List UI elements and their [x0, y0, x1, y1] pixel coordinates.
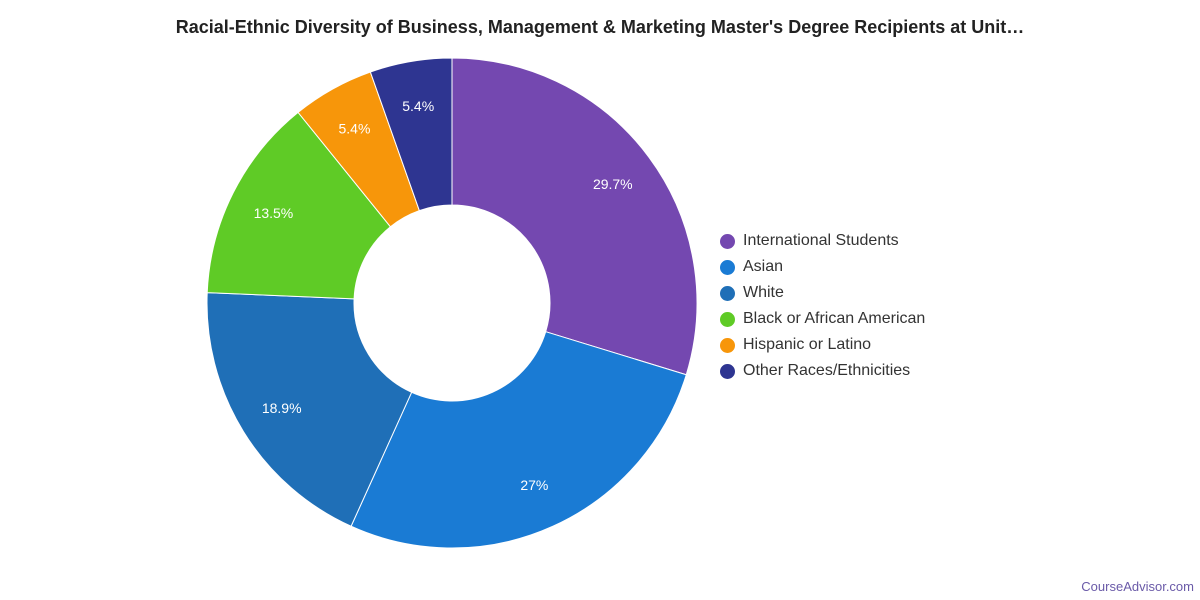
slice-1[interactable]	[350, 331, 687, 549]
legend-item-2[interactable]: White	[720, 280, 925, 306]
legend-swatch-icon	[720, 233, 735, 249]
brand-watermark[interactable]: CourseAdvisor.com	[1081, 579, 1194, 594]
legend-label: Black or African American	[743, 310, 926, 327]
legend-item-4[interactable]: Hispanic or Latino	[720, 332, 925, 358]
chart-title: Racial-Ethnic Diversity of Business, Man…	[175, 17, 1025, 37]
chart-legend: International Students Asian White Black or…	[720, 228, 925, 384]
legend-swatch-icon	[720, 337, 735, 353]
slice-label-0: 29.7%	[593, 176, 633, 192]
legend-label: White	[743, 284, 784, 301]
slice-label-2: 18.9%	[262, 400, 302, 416]
slice-label-3: 13.5%	[254, 205, 294, 221]
legend-swatch-icon	[720, 259, 735, 275]
legend-swatch-icon	[720, 363, 735, 379]
legend-swatch-icon	[720, 285, 735, 301]
slice-label-5: 5.4%	[402, 98, 434, 114]
legend-label: Asian	[743, 258, 784, 275]
slice-3[interactable]	[206, 111, 392, 300]
legend-label: Hispanic or Latino	[743, 336, 872, 353]
legend-swatch-icon	[720, 311, 735, 327]
legend-item-3[interactable]: Black or African American	[720, 306, 925, 332]
legend-item-1[interactable]: Asian	[720, 254, 925, 280]
slice-label-4: 5.4%	[339, 120, 371, 136]
slice-5[interactable]	[369, 57, 453, 212]
legend-item-5[interactable]: Other Races/Ethnicities	[720, 358, 925, 384]
slice-label-1: 27%	[520, 477, 548, 493]
legend-label: International Students	[743, 232, 899, 249]
slice-2[interactable]	[206, 292, 413, 527]
slice-0[interactable]	[451, 57, 698, 376]
legend-label: Other Races/Ethnicities	[743, 362, 911, 379]
legend-item-0[interactable]: International Students	[720, 228, 925, 254]
